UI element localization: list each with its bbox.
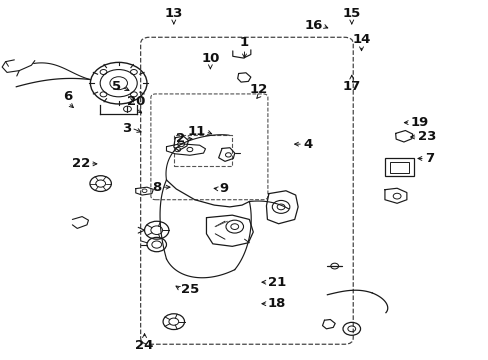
- Text: 5: 5: [112, 80, 122, 93]
- Text: 20: 20: [127, 95, 145, 108]
- Bar: [173, 135, 232, 166]
- Text: 8: 8: [152, 181, 161, 194]
- Text: 24: 24: [135, 338, 153, 351]
- Text: 7: 7: [424, 152, 433, 165]
- Text: 16: 16: [304, 19, 322, 32]
- Text: 14: 14: [352, 32, 370, 45]
- Text: 10: 10: [201, 52, 219, 65]
- Text: 21: 21: [267, 276, 285, 289]
- Text: 17: 17: [342, 80, 360, 93]
- Text: 13: 13: [164, 8, 183, 21]
- Text: 12: 12: [249, 83, 268, 96]
- Text: 15: 15: [342, 8, 360, 21]
- Text: 6: 6: [63, 90, 72, 103]
- Text: 9: 9: [219, 183, 228, 195]
- Text: 18: 18: [267, 297, 285, 310]
- Text: 23: 23: [417, 130, 435, 144]
- Bar: [389, 162, 408, 173]
- Text: 1: 1: [240, 36, 248, 49]
- Text: 4: 4: [303, 138, 312, 150]
- Text: 2: 2: [176, 132, 184, 145]
- Text: 22: 22: [72, 157, 90, 170]
- Bar: [384, 158, 413, 176]
- Text: 3: 3: [122, 122, 131, 135]
- Text: 19: 19: [409, 116, 427, 129]
- Text: 11: 11: [187, 125, 205, 138]
- Text: 25: 25: [181, 283, 199, 296]
